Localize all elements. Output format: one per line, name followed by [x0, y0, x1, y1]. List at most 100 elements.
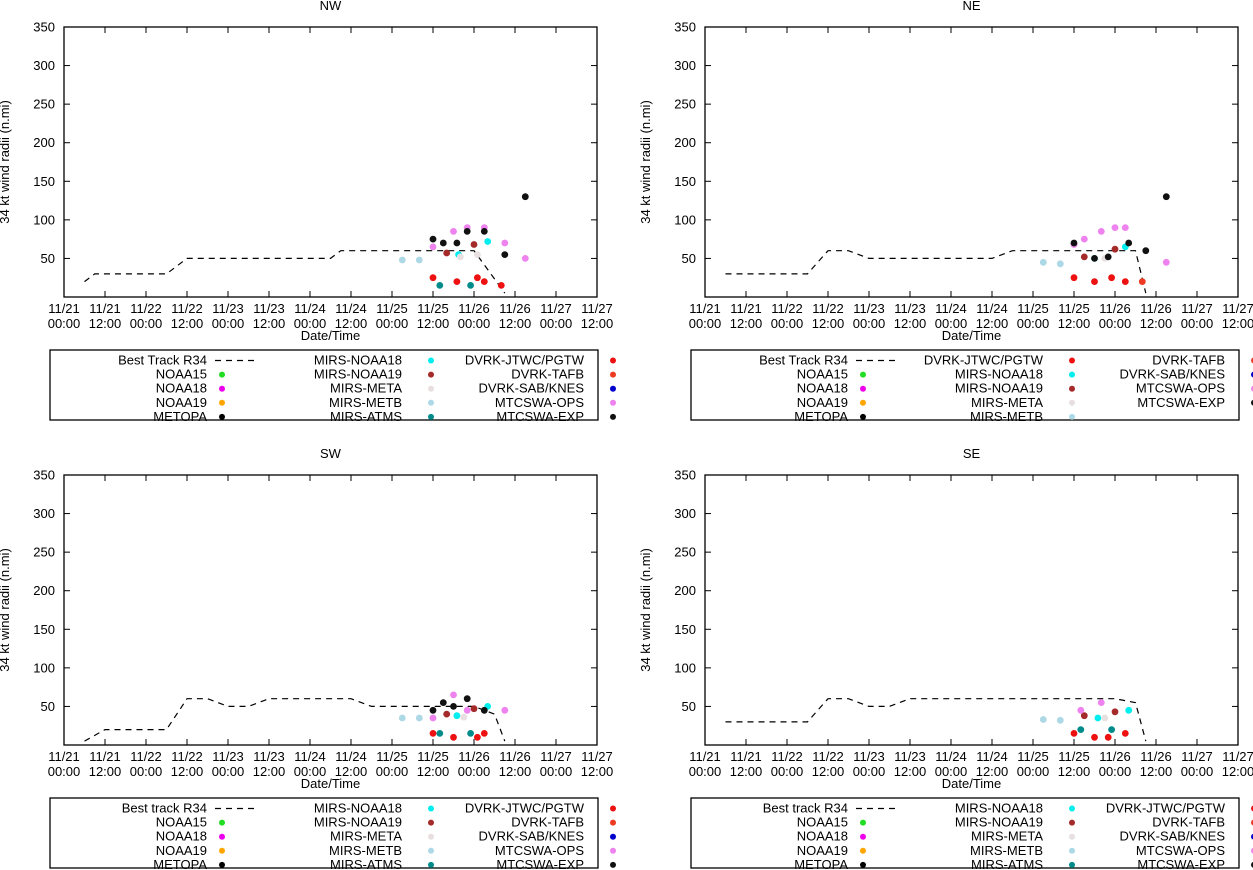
data-point: [1070, 274, 1078, 282]
legend-marker: [860, 833, 866, 840]
x-tick-date: 11/21: [730, 749, 762, 764]
series-mirs-metb: [1039, 258, 1064, 268]
data-point: [1111, 708, 1119, 716]
legend-entry: NOAA18: [156, 381, 225, 396]
x-tick-time: 12:00: [1140, 764, 1173, 779]
legend-label: Best Track R34: [759, 353, 848, 368]
data-point: [1125, 706, 1133, 714]
x-tick-date: 11/26: [499, 749, 531, 764]
legend-label: Best Track R34: [118, 353, 207, 368]
x-tick-date: 11/22: [771, 301, 803, 316]
series-mirs-noaa19: [443, 241, 478, 257]
legend-marker: [610, 399, 616, 406]
legend-entry: DVRK-TAFB: [1152, 353, 1253, 368]
legend-label: MIRS-METB: [329, 843, 402, 858]
x-tick-time: 12:00: [812, 316, 845, 331]
data-point: [1142, 247, 1150, 255]
y-tick-label: 250: [674, 97, 696, 112]
legend-label: MIRS-META: [971, 829, 1043, 844]
x-tick-time: 00:00: [458, 764, 491, 779]
x-tick-time: 00:00: [689, 764, 722, 779]
y-tick-label: 200: [674, 583, 696, 598]
legend-marker: [610, 413, 616, 420]
data-point: [501, 239, 509, 247]
data-point: [463, 706, 471, 714]
data-point: [460, 713, 468, 721]
y-tick-label: 100: [33, 660, 55, 675]
data-point: [1056, 716, 1064, 724]
legend-label: NOAA15: [156, 367, 207, 382]
y-tick-label: 250: [33, 97, 55, 112]
x-tick-date: 11/23: [853, 301, 885, 316]
legend-label: MIRS-METB: [329, 395, 402, 410]
series-mirs-noaa19: [443, 705, 478, 718]
x-tick-time: 00:00: [458, 316, 491, 331]
legend-entry: MIRS-NOAA18: [314, 353, 434, 368]
x-tick-time: 12:00: [730, 764, 763, 779]
series-dvrk-jtwc-pgtw: [429, 730, 488, 741]
legend-label: DVRK-SAB/KNES: [479, 829, 585, 844]
data-point: [429, 714, 437, 722]
x-tick-time: 12:00: [976, 316, 1009, 331]
legend-label: NOAA19: [156, 395, 207, 410]
x-tick-time: 00:00: [540, 764, 573, 779]
x-tick-date: 11/22: [771, 749, 803, 764]
legend-entry: DVRK-TAFB: [1152, 815, 1253, 830]
x-tick-date: 11/26: [499, 301, 531, 316]
legend-entry: METOPA: [794, 409, 866, 424]
x-tick-date: 11/25: [1058, 301, 1090, 316]
legend-marker: [610, 357, 616, 364]
x-tick-time: 00:00: [48, 316, 81, 331]
legend-label: MIRS-ATMS: [971, 857, 1043, 870]
x-tick-date: 11/26: [1140, 749, 1172, 764]
legend-entry: NOAA15: [156, 367, 225, 382]
data-point: [456, 253, 464, 261]
data-point: [1121, 224, 1129, 232]
legend-entry-best-track: Best Track R34: [118, 353, 255, 368]
y-tick-label: 200: [33, 583, 55, 598]
legend-label: MTCSWA-OPS: [495, 395, 584, 410]
panel-ne: NE 34 kt wind radii (n.mi) 350 300 250 200 150…: [638, 0, 1253, 424]
x-tick-time: 00:00: [935, 316, 968, 331]
legend-entry-best-track: Best track R34: [763, 801, 896, 816]
x-tick-date: 11/25: [417, 749, 449, 764]
x-tick-time: 12:00: [1058, 316, 1091, 331]
legend-label: MTCSWA-EXP: [496, 857, 584, 870]
data-point: [429, 235, 437, 243]
data-point: [450, 691, 457, 699]
legend-entry: NOAA18: [797, 381, 866, 396]
legend-entry: MIRS-NOAA18: [955, 801, 1075, 816]
y-tick-label: 350: [33, 20, 55, 35]
data-point: [1039, 716, 1047, 723]
x-tick-date: 11/25: [417, 301, 449, 316]
legend-label: METOPA: [153, 857, 207, 870]
data-point: [398, 256, 406, 264]
legend-entry: NOAA19: [156, 843, 225, 858]
legend-marker: [428, 399, 434, 406]
legend-label: NOAA19: [797, 843, 848, 858]
legend-marker: [860, 861, 866, 868]
data-point: [1097, 228, 1105, 235]
data-point: [474, 274, 481, 282]
legend-entry: MTCSWA-OPS: [1136, 843, 1253, 858]
data-point: [1162, 193, 1170, 201]
legend-entry: NOAA19: [156, 395, 225, 410]
data-point: [429, 274, 437, 282]
legend-entry: MIRS-META: [330, 829, 434, 844]
data-point: [1138, 278, 1146, 285]
best-track-line: [84, 698, 506, 742]
legend-entry: DVRK-JTWC/PGTW: [924, 353, 1075, 368]
legend-label: MIRS-NOAA19: [314, 367, 402, 382]
x-tick-time: 12:00: [894, 316, 927, 331]
x-tick-time: 00:00: [48, 764, 81, 779]
legend-marker: [428, 847, 434, 854]
legend-label: MTCSWA-OPS: [1136, 843, 1225, 858]
legend-label: MIRS-METB: [970, 843, 1043, 858]
y-tick-label: 200: [674, 135, 696, 150]
x-tick-date: 11/25: [376, 749, 408, 764]
x-tick-time: 12:00: [1222, 316, 1253, 331]
x-tick-date: 11/25: [1017, 749, 1049, 764]
legend-entry: MIRS-NOAA18: [314, 801, 434, 816]
data-point: [501, 251, 509, 258]
